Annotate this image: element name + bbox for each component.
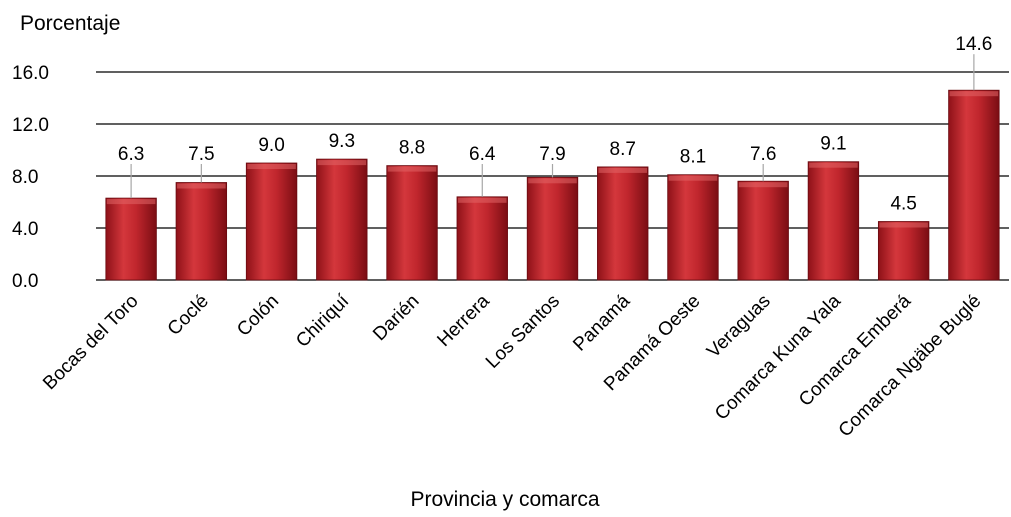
data-label: 9.1 <box>820 134 846 155</box>
bar <box>948 89 1000 281</box>
data-label: 14.6 <box>955 34 992 55</box>
bar <box>105 197 157 281</box>
bars <box>105 89 1000 281</box>
x-axis-title: Provincia y comarca <box>410 488 599 511</box>
bar <box>597 166 649 281</box>
bar <box>737 180 789 281</box>
y-axis-ticks: 0.0 4.0 8.0 12.0 16.0 <box>12 63 49 292</box>
bar-highlight <box>598 167 648 173</box>
bar-highlight <box>949 91 999 97</box>
data-label: 8.1 <box>680 147 706 168</box>
x-axis-categories: Bocas del Toro Coclé Colón Chiriquí Darién He… <box>39 290 985 441</box>
y-tick-label: 4.0 <box>12 219 38 240</box>
y-tick-label: 8.0 <box>12 167 38 188</box>
bar-highlight <box>387 166 437 172</box>
bar <box>877 221 930 281</box>
bar <box>175 182 228 281</box>
x-category-label: Colón <box>233 291 283 341</box>
bar-highlight <box>809 162 858 168</box>
bar-highlight <box>247 164 296 169</box>
x-category-label: Coclé <box>164 291 213 340</box>
x-category-label: Herrera <box>433 290 494 351</box>
bar <box>386 165 438 281</box>
bar-highlight <box>528 178 577 184</box>
x-category-label: Comarca Kuna Yala <box>711 290 845 424</box>
data-label: 7.5 <box>188 144 214 165</box>
data-label: 8.8 <box>399 138 425 159</box>
bar-highlight <box>738 182 788 188</box>
bar-highlight <box>457 197 507 203</box>
data-label: 6.3 <box>118 144 144 165</box>
bar-highlight <box>177 183 226 189</box>
data-label: 9.3 <box>329 131 355 152</box>
bar <box>807 161 860 281</box>
y-axis-title: Porcentaje <box>20 12 120 35</box>
x-category-label: Bocas del Toro <box>39 291 142 394</box>
y-tick-label: 16.0 <box>12 63 49 84</box>
bar-highlight <box>106 199 156 205</box>
x-category-label: Chiriquí <box>292 290 354 352</box>
data-label: 8.7 <box>610 139 636 160</box>
bar <box>526 176 579 281</box>
data-labels: 6.3 7.5 9.0 9.3 8.8 6.4 7.9 8.7 8.1 7.6 9.1 4.5 14.6 <box>118 34 992 214</box>
data-label: 6.4 <box>469 144 496 165</box>
bar <box>245 162 298 281</box>
bar-highlight <box>317 160 367 166</box>
data-label: 7.6 <box>750 144 776 165</box>
x-category-label: Los Santos <box>482 291 564 373</box>
y-tick-label: 0.0 <box>12 271 38 292</box>
bar-highlight <box>879 222 928 228</box>
x-category-label: Veraguas <box>703 291 775 363</box>
x-category-label: Panamá <box>569 290 634 355</box>
bar <box>667 174 719 281</box>
data-label: 9.0 <box>258 135 284 156</box>
x-category-label: Darién <box>369 291 423 345</box>
data-label: 7.9 <box>539 144 565 165</box>
bar-highlight <box>668 175 718 181</box>
bar <box>456 196 508 281</box>
y-tick-label: 12.0 <box>12 115 49 136</box>
bar <box>316 158 368 281</box>
data-label: 4.5 <box>890 194 916 215</box>
x-category-label: Comarca Ngäbe Buglé <box>835 291 986 442</box>
